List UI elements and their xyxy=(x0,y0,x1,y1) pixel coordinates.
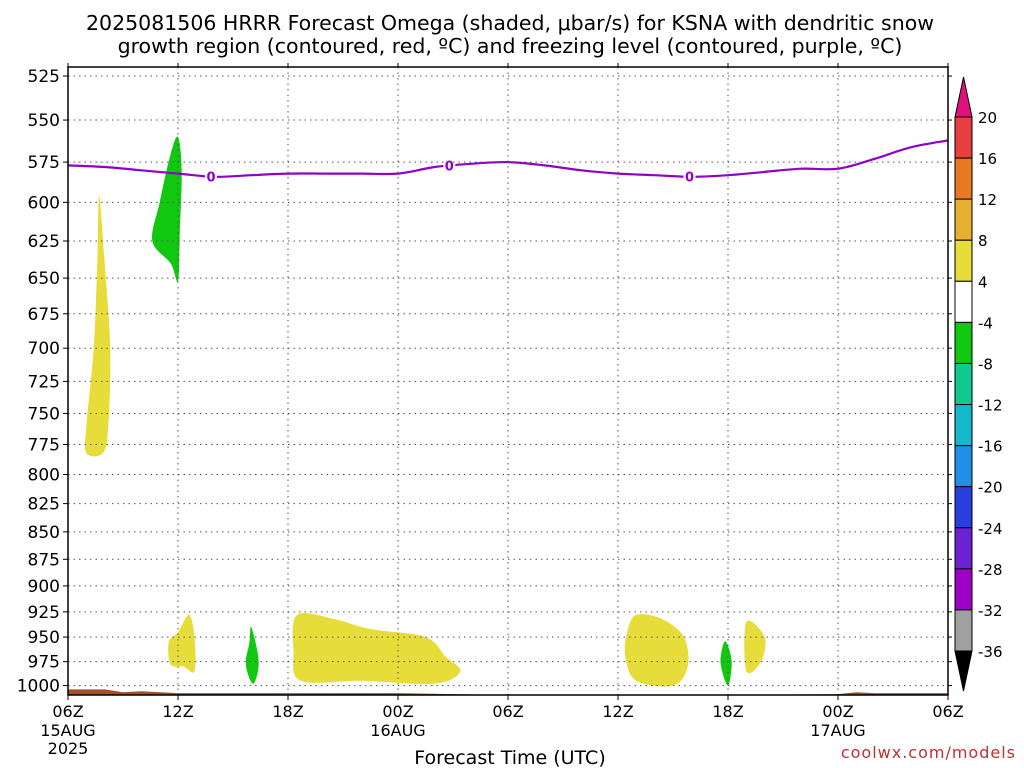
colorbar-label: -28 xyxy=(978,561,1003,579)
colorbar-box xyxy=(954,445,973,488)
y-tick-label: 900 xyxy=(28,577,60,597)
x-tick-label: 06Z xyxy=(492,702,523,721)
colorbar-box xyxy=(954,362,973,406)
x-tick-label: 18Z xyxy=(712,702,743,721)
colorbar-label: -4 xyxy=(978,314,993,332)
y-tick-label: 925 xyxy=(28,603,60,623)
y-tick-label: 775 xyxy=(28,435,60,455)
colorbar-label: -12 xyxy=(978,397,1003,415)
x-tick-label: 00Z xyxy=(382,702,413,721)
y-tick-label: 650 xyxy=(28,269,60,289)
y-axis: 525 550 575 600 625 650 675 700 725 750 775 800 825 8… xyxy=(17,67,952,697)
x-tick-date-label: 16AUG xyxy=(370,721,425,740)
chart-title-line1: 2025081506 HRRR Forecast Omega (shaded, … xyxy=(86,11,934,35)
x-axis-label: Forecast Time (UTC) xyxy=(414,747,605,768)
omega-region xyxy=(84,196,111,457)
colorbar-box xyxy=(954,609,973,652)
surface-pressure xyxy=(68,689,948,695)
plot-area: 0 0 0 525 550 575 600 625 650 675 700 725 750 775 800 8… xyxy=(17,63,964,758)
colorbar-label: -36 xyxy=(978,643,1003,661)
y-tick-label: 875 xyxy=(28,550,60,570)
omega-region xyxy=(744,620,766,674)
y-tick-label: 525 xyxy=(28,67,60,87)
colorbar-label: -32 xyxy=(978,602,1003,620)
omega-region xyxy=(624,614,689,687)
y-tick-label: 625 xyxy=(28,232,60,252)
x-tick-date-label: 17AUG xyxy=(810,721,865,740)
colorbar-box xyxy=(954,568,973,611)
contour-label: 0 xyxy=(206,170,215,185)
colorbar-box xyxy=(954,527,973,570)
y-tick-label: 725 xyxy=(28,372,60,392)
omega-region xyxy=(245,626,259,684)
colorbar-box xyxy=(954,280,973,323)
freezing-level-contour xyxy=(68,139,948,178)
y-tick-label: 950 xyxy=(28,628,60,648)
colorbar-box xyxy=(954,116,973,159)
y-tick-label: 800 xyxy=(28,466,60,486)
colorbar-box xyxy=(954,157,973,200)
colorbar: 20 16 12 8 4 -4 -8 -12 -16 -20 -24 -28 -32 -36 xyxy=(954,76,1003,692)
contour-label-bg xyxy=(443,158,456,173)
y-tick-label: 1000 xyxy=(17,677,60,697)
colorbar-label: -24 xyxy=(978,520,1003,538)
y-tick-label: 550 xyxy=(28,111,60,131)
x-tick-label: 18Z xyxy=(272,702,303,721)
x-tick-year-label: 2025 xyxy=(48,739,89,758)
colorbar-box xyxy=(954,198,973,241)
y-tick-label: 700 xyxy=(28,339,60,359)
colorbar-label: -20 xyxy=(978,479,1003,497)
omega-region xyxy=(720,641,732,686)
colorbar-top-triangle xyxy=(954,76,973,118)
omega-region xyxy=(292,612,461,685)
y-tick-label: 975 xyxy=(28,653,60,673)
chart-title-line2: growth region (contoured, red, ºC) and f… xyxy=(118,34,903,58)
watermark: coolwx.com/models xyxy=(841,743,1016,762)
contour-label: 0 xyxy=(685,171,694,186)
colorbar-label: 16 xyxy=(978,150,997,168)
x-tick-label: 00Z xyxy=(822,702,853,721)
colorbar-box xyxy=(954,486,973,529)
y-tick-label: 825 xyxy=(28,495,60,515)
y-tick-label: 575 xyxy=(28,153,60,173)
colorbar-label: 12 xyxy=(978,191,997,209)
x-tick-date-label: 15AUG xyxy=(40,721,95,740)
contour-label-bg xyxy=(205,169,217,184)
omega-regions: 0 0 0 xyxy=(68,136,948,695)
colorbar-bottom-triangle xyxy=(954,650,973,692)
colorbar-label: 4 xyxy=(978,273,988,291)
gridlines xyxy=(68,67,948,695)
contour-label: 0 xyxy=(445,160,454,175)
colorbar-label: 8 xyxy=(978,232,988,250)
x-tick-label: 12Z xyxy=(162,702,193,721)
colorbar-label: -16 xyxy=(978,438,1003,456)
y-tick-label: 850 xyxy=(28,523,60,543)
y-tick-label: 600 xyxy=(28,193,60,213)
colorbar-box xyxy=(954,404,973,447)
y-tick-label: 675 xyxy=(28,305,60,325)
colorbar-label: 20 xyxy=(978,109,997,127)
colorbar-box xyxy=(954,321,973,364)
omega-region xyxy=(151,136,182,282)
omega-region xyxy=(168,614,196,673)
x-tick-label: 06Z xyxy=(52,702,83,721)
x-tick-label: 06Z xyxy=(932,702,963,721)
x-tick-label: 12Z xyxy=(602,702,633,721)
contour-label-bg xyxy=(683,169,696,184)
colorbar-label: -8 xyxy=(978,355,993,373)
plot-frame xyxy=(67,66,949,696)
y-tick-label: 750 xyxy=(28,404,60,424)
colorbar-box xyxy=(954,239,973,282)
